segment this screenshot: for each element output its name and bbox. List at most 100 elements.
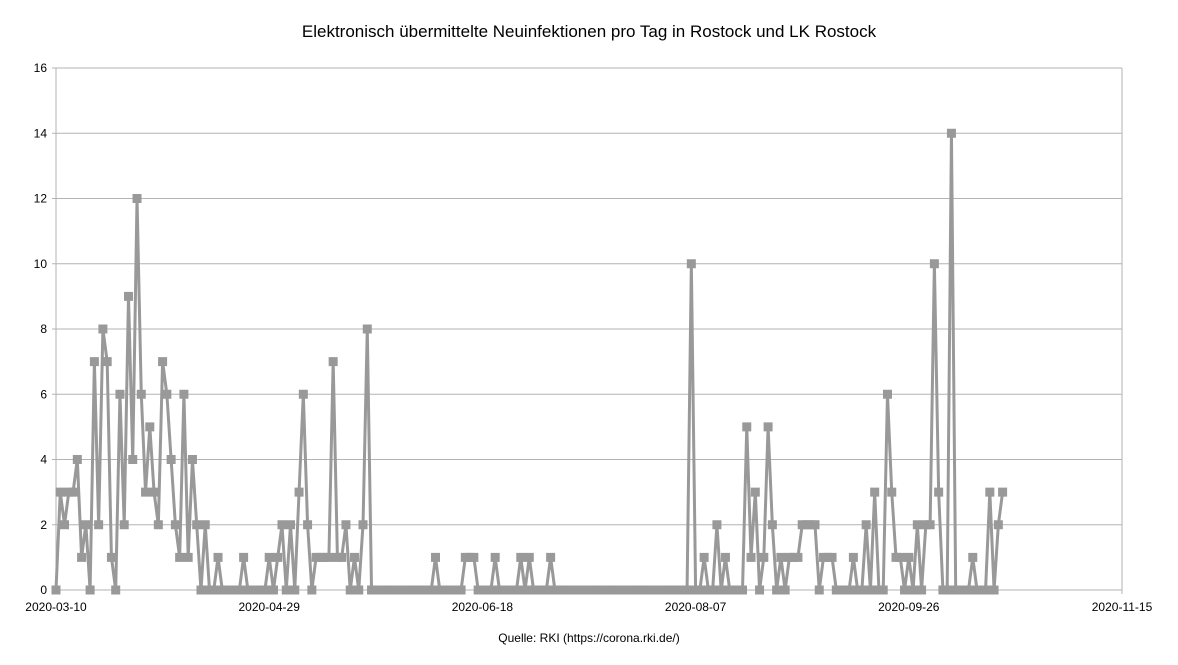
data-point-marker xyxy=(85,585,95,595)
data-point-marker xyxy=(998,487,1008,497)
data-point-marker xyxy=(486,585,496,595)
data-point-marker xyxy=(81,520,91,530)
data-point-marker xyxy=(141,487,151,497)
data-point-marker xyxy=(89,357,99,367)
chart-source-note: Quelle: RKI (https://corona.rki.de/) xyxy=(498,631,680,645)
y-tick-label: 4 xyxy=(40,453,47,467)
data-point-marker xyxy=(286,520,296,530)
data-point-marker xyxy=(942,585,952,595)
x-tick-label: 2020-04-29 xyxy=(239,600,301,614)
data-point-marker xyxy=(900,585,910,595)
data-point-marker xyxy=(981,585,991,595)
data-point-marker xyxy=(716,585,726,595)
x-axis-ticks: 2020-03-10 2020-04-29 2020-06-18 2020-08-07… xyxy=(25,600,1152,614)
data-point-marker xyxy=(857,585,867,595)
data-point-marker xyxy=(234,585,244,595)
x-tick-label: 2020-06-18 xyxy=(452,600,514,614)
data-point-marker xyxy=(106,552,116,562)
data-point-marker xyxy=(686,259,696,269)
data-point-marker xyxy=(426,585,436,595)
data-point-marker xyxy=(273,552,283,562)
data-point-marker xyxy=(750,487,760,497)
data-point-marker xyxy=(349,552,359,562)
data-point-marker xyxy=(908,585,918,595)
data-point-marker xyxy=(772,585,782,595)
data-point-marker xyxy=(793,552,803,562)
data-point-marker xyxy=(345,585,355,595)
y-tick-label: 0 xyxy=(40,583,47,597)
data-point-marker xyxy=(294,487,304,497)
y-tick-label: 10 xyxy=(34,257,48,271)
y-tick-label: 12 xyxy=(34,192,48,206)
data-point-marker xyxy=(362,324,372,334)
data-point-marker xyxy=(934,487,944,497)
data-point-marker xyxy=(776,552,786,562)
data-point-marker xyxy=(128,455,138,464)
data-point-marker xyxy=(989,585,999,595)
x-tick-label: 2020-11-15 xyxy=(1092,600,1153,614)
data-point-marker xyxy=(341,520,351,530)
data-point-marker xyxy=(170,520,180,530)
data-point-marker xyxy=(102,357,112,367)
data-point-marker xyxy=(712,520,722,530)
y-axis-ticks: 0 2 4 6 8 10 12 14 16 xyxy=(34,61,48,597)
data-point-marker xyxy=(755,585,765,595)
data-point-marker xyxy=(268,585,278,595)
data-point-marker xyxy=(993,520,1003,530)
data-point-marker xyxy=(746,552,756,562)
data-point-marker xyxy=(149,487,159,497)
data-point-marker xyxy=(848,552,858,562)
y-tick-label: 6 xyxy=(40,387,47,401)
data-point-marker xyxy=(767,520,777,530)
data-point-marker xyxy=(546,552,556,562)
data-point-marker xyxy=(298,389,308,399)
data-point-marker xyxy=(166,455,176,464)
data-point-marker xyxy=(324,552,334,562)
data-point-marker xyxy=(307,585,317,595)
data-point-marker xyxy=(68,487,78,497)
data-point-marker xyxy=(183,552,193,562)
data-point-marker xyxy=(136,389,146,399)
data-point-marker xyxy=(303,520,313,530)
data-point-marker xyxy=(213,552,223,562)
x-tick-label: 2020-03-10 xyxy=(25,600,87,614)
data-point-marker xyxy=(260,585,270,595)
data-point-marker xyxy=(145,422,155,432)
data-point-marker xyxy=(524,552,534,562)
data-point-marker xyxy=(541,585,551,595)
data-point-marker xyxy=(925,520,935,530)
data-point-marker xyxy=(759,552,769,562)
data-point-marker xyxy=(187,455,197,464)
y-tick-label: 8 xyxy=(40,322,47,336)
data-point-marker xyxy=(200,520,210,530)
data-point-marker xyxy=(887,487,897,497)
series-markers xyxy=(51,128,1008,595)
data-point-marker xyxy=(94,520,104,530)
data-point-marker xyxy=(123,291,133,301)
data-point-marker xyxy=(264,552,274,562)
data-point-marker xyxy=(72,455,82,464)
chart-title: Elektronisch übermittelte Neuinfektionen… xyxy=(301,22,877,41)
data-point-marker xyxy=(720,552,730,562)
data-point-marker xyxy=(814,585,824,595)
data-point-marker xyxy=(985,487,995,497)
gridlines xyxy=(56,67,1122,591)
data-point-marker xyxy=(708,585,718,595)
x-tick-label: 2020-09-26 xyxy=(878,600,940,614)
data-point-marker xyxy=(929,259,939,269)
data-point-marker xyxy=(162,389,172,399)
data-point-marker xyxy=(358,520,368,530)
data-point-marker xyxy=(179,389,189,399)
data-point-marker xyxy=(192,520,202,530)
data-point-marker xyxy=(158,357,168,367)
data-point-marker xyxy=(337,552,347,562)
data-point-marker xyxy=(490,552,500,562)
data-point-marker xyxy=(431,552,440,562)
data-point-marker xyxy=(968,552,978,562)
data-point-marker xyxy=(964,585,973,595)
data-point-marker xyxy=(175,552,185,562)
data-point-marker xyxy=(51,585,61,595)
data-point-marker xyxy=(111,585,121,595)
data-point-marker xyxy=(516,552,526,562)
